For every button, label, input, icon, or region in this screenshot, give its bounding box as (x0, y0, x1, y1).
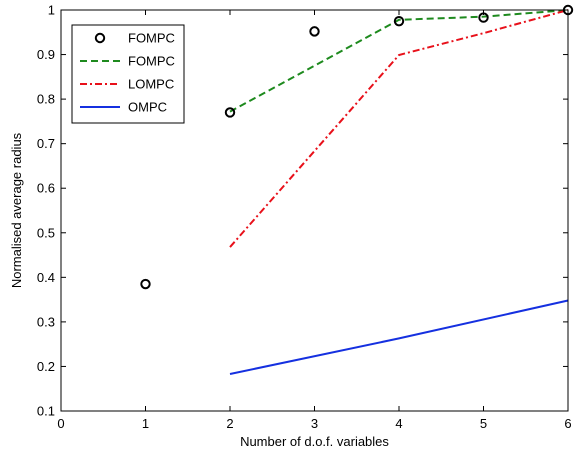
x-tick-label: 1 (142, 416, 149, 431)
x-tick-label: 3 (311, 416, 318, 431)
x-tick-label: 0 (57, 416, 64, 431)
legend-marker (94, 32, 106, 44)
legend-label: OMPC (128, 100, 167, 115)
legend: FOMPC FOMPC LOMPC OMPC (71, 24, 185, 124)
y-tick-label: 0.4 (37, 270, 55, 285)
plot-lines (229, 9, 569, 375)
series-line-fompc-1 (229, 9, 569, 113)
y-tick-label: 0.7 (37, 136, 55, 151)
legend-label: FOMPC (128, 54, 175, 69)
y-axis: 0.1 0.2 0.3 0.4 0.5 0.6 0.7 0.8 0.9 1 (37, 3, 568, 419)
x-axis-label: Number of d.o.f. variables (240, 434, 389, 449)
data-point (224, 107, 236, 118)
x-axis: 0 1 2 3 4 5 6 (57, 10, 572, 431)
y-tick-label: 1 (48, 3, 55, 18)
y-tick-label: 0.3 (37, 314, 55, 329)
series-line-lompc-2 (229, 9, 569, 248)
x-tick-label: 4 (395, 416, 402, 431)
data-point (309, 26, 320, 37)
legend-label: LOMPC (128, 77, 174, 92)
data-point (140, 278, 151, 290)
x-tick-label: 6 (564, 416, 571, 431)
y-axis-label: Normalised average radius (9, 132, 24, 288)
legend-label: FOMPC (128, 31, 175, 46)
x-tick-label: 2 (226, 416, 233, 431)
data-point (393, 15, 405, 27)
y-tick-label: 0.6 (37, 181, 55, 196)
y-tick-label: 0.9 (37, 47, 55, 62)
x-tick-label: 5 (480, 416, 487, 431)
y-tick-label: 0.8 (37, 92, 55, 107)
y-tick-label: 0.5 (37, 225, 55, 240)
series-line-ompc-3 (229, 299, 569, 375)
y-tick-label: 0.1 (37, 404, 55, 419)
y-tick-label: 0.2 (37, 359, 55, 374)
